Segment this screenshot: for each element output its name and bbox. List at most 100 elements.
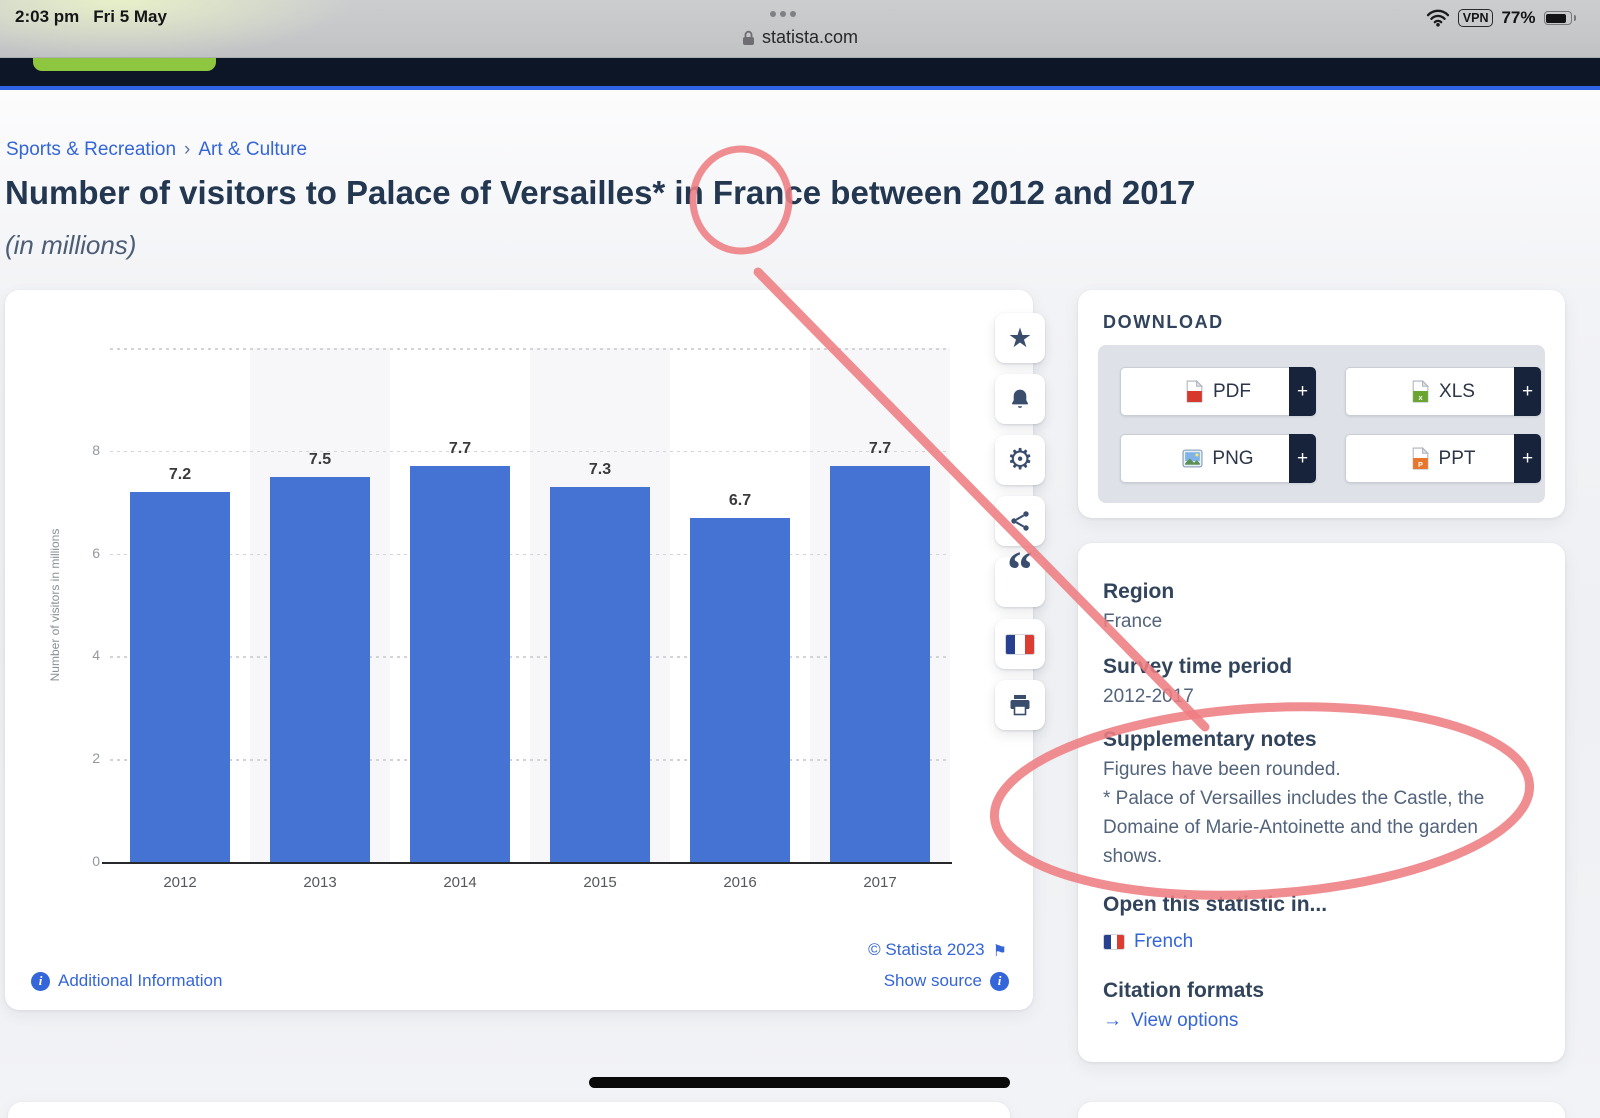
header-green-button[interactable] [33,58,216,71]
next-section-card [1078,1102,1565,1118]
survey-period-value: 2012-2017 [1103,686,1194,707]
french-flag-icon [1005,633,1035,655]
supplementary-notes-label: Supplementary notes [1103,728,1317,751]
download-png-button[interactable]: PNG + [1120,434,1316,483]
plot-top-gridline [110,348,950,350]
download-box: PDF + x XLS + [1098,345,1545,503]
bar-2013[interactable] [270,476,370,862]
open-in-french-link[interactable]: French [1103,931,1193,953]
download-heading: DOWNLOAD [1103,312,1224,332]
bar-2016[interactable] [690,517,790,862]
page-subtitle: (in millions) [5,230,137,260]
region-value: France [1103,611,1163,632]
png-image-icon [1182,449,1203,468]
bar-2017[interactable] [830,466,930,862]
download-png-plus-button[interactable]: + [1289,434,1316,483]
y-tick-label: 6 [92,544,100,561]
download-pdf-plus-button[interactable]: + [1289,367,1316,416]
x-tick-label: 2013 [303,874,337,891]
copyright-text: © Statista 2023 [868,940,985,959]
download-pdf-label: PDF [1213,380,1251,402]
bar-2012[interactable] [130,491,230,862]
download-pdf-button[interactable]: PDF + [1120,367,1316,416]
download-ppt-button[interactable]: P PPT + [1345,434,1541,483]
share-button[interactable] [995,496,1045,546]
alert-button[interactable] [995,374,1045,424]
xls-file-icon: x [1411,380,1430,403]
settings-button[interactable]: ⚙ [995,435,1045,485]
home-indicator[interactable] [589,1077,1010,1088]
bar-2014[interactable] [410,466,510,862]
notes-line: shows. [1103,846,1163,867]
gear-icon: ⚙ [1007,443,1033,476]
x-tick-label: 2014 [443,874,477,891]
french-flag-icon [1103,934,1125,950]
address-bar[interactable]: statista.com [0,27,1600,48]
x-tick-label: 2012 [163,874,197,891]
download-png-label: PNG [1212,447,1254,469]
site-header [0,58,1600,86]
page-title: Number of visitors to Palace of Versaill… [5,174,1196,211]
additional-information-label: Additional Information [58,971,223,990]
bar-value-label: 7.7 [448,440,472,458]
bell-icon [1008,387,1032,411]
additional-information-link[interactable]: i Additional Information [31,971,222,991]
breadcrumb-link-sports-recreation[interactable]: Sports & Recreation [6,139,177,160]
arrow-right-icon: → [1103,1010,1122,1031]
x-tick-label: 2016 [723,874,757,891]
lock-icon [742,30,755,46]
tab-overview-icon[interactable] [770,11,796,17]
download-ppt-plus-button[interactable]: + [1514,434,1541,483]
y-gridline [110,553,950,556]
svg-text:x: x [1419,393,1423,402]
y-gridline [110,759,950,761]
star-icon: ★ [1007,322,1033,353]
survey-period-label: Survey time period [1103,655,1293,678]
battery-percent: 77% [1501,8,1536,27]
language-button[interactable] [995,619,1045,669]
ppt-file-icon: P [1411,447,1430,470]
y-axis-title: Number of visitors in millions [48,528,62,682]
notes-line: Domaine of Marie-Antoinette and the gard… [1103,817,1478,838]
bar-2015[interactable] [550,486,650,862]
region-label: Region [1103,580,1175,603]
view-options-link[interactable]: → View options [1103,1010,1238,1032]
statista-copyright[interactable]: © Statista 2023 ⚑ [868,940,1007,960]
y-tick-label: 8 [92,441,100,458]
breadcrumb: Sports & Recreation › Art & Culture [6,139,307,161]
chart-plot: 0 2 4 6 8 7.2 2012 7.5 2013 7.7 2014 7.3 2015 6.7 2016… [92,348,952,891]
printer-icon [1008,694,1032,716]
status-bar: 2:03 pm Fri 5 May statista.com [0,0,1600,58]
print-button[interactable] [995,680,1045,730]
next-section-card [8,1102,1010,1118]
notes-line: * Palace of Versailles includes the Cast… [1103,788,1485,809]
report-flag-icon[interactable]: ⚑ [992,940,1007,960]
download-xls-plus-button[interactable]: + [1514,367,1541,416]
x-axis-line [102,862,952,864]
favorite-button[interactable]: ★ [995,313,1045,363]
cite-button[interactable]: “ [995,545,1045,607]
x-tick-label: 2017 [863,874,897,891]
share-icon [1008,509,1032,533]
show-source-label: Show source [883,971,982,990]
y-tick-label: 2 [92,750,100,767]
info-icon: i [31,971,50,991]
battery-tip [1573,15,1576,21]
french-link-label: French [1134,931,1194,952]
bar-value-label: 7.3 [588,460,612,478]
download-xls-button[interactable]: x XLS + [1345,367,1541,416]
bar-value-label: 7.5 [308,450,332,468]
y-tick-label: 4 [92,647,100,664]
details-panel: Region France Survey time period 2012-20… [1078,543,1565,1062]
date: Fri 5 May [93,7,167,26]
status-bar-glow [0,0,520,58]
wifi-icon [1426,9,1450,27]
citation-formats-label: Citation formats [1103,979,1265,1002]
breadcrumb-link-art-culture[interactable]: Art & Culture [198,139,308,160]
x-tick-label: 2015 [583,874,617,891]
bar-value-label: 6.7 [728,491,752,509]
chart-card: Number of visitors in millions 0 2 4 6 8 7.2 2… [5,290,1033,1010]
breadcrumb-separator: › [184,139,191,160]
show-source-link[interactable]: Show source i [884,971,1009,991]
clock: 2:03 pm [15,7,80,26]
